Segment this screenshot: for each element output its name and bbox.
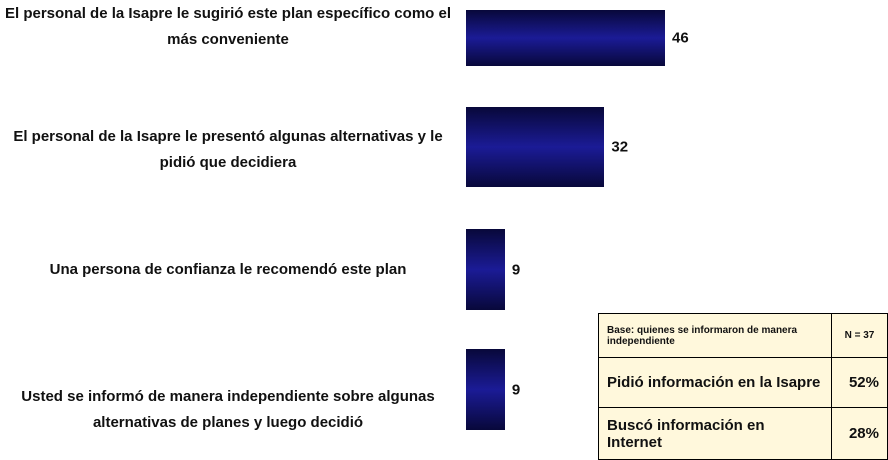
category-label: Usted se informó de manera independiente…: [21, 388, 435, 431]
info-table: Base: quienes se informaron de manera in…: [598, 313, 888, 460]
table-cell: Base: quienes se informaron de manera in…: [598, 313, 832, 358]
category-label: Una persona de confianza le recomendó es…: [49, 261, 407, 278]
table-cell: Buscó información en Internet: [598, 407, 832, 460]
table-cell: 28%: [831, 407, 888, 460]
value-label: 9: [511, 261, 521, 278]
table-cell: 52%: [831, 357, 888, 408]
value-label: 9: [511, 381, 521, 398]
value-label: 32: [611, 138, 629, 156]
bar: [466, 107, 605, 187]
table-cell: N = 37: [831, 313, 888, 358]
value-label: 46: [672, 29, 689, 47]
table-row: Buscó información en Internet 28%: [598, 407, 888, 460]
table-header: Base: quienes se informaron de manera in…: [598, 313, 888, 358]
table-row: Pidió información en la Isapre 52%: [598, 357, 888, 408]
category-label: El personal de la Isapre le sugirió este…: [5, 5, 451, 48]
table-cell: Pidió información en la Isapre: [598, 357, 832, 408]
bar: [466, 10, 665, 66]
category-label: El personal de la Isapre le presentó alg…: [13, 128, 443, 171]
bar: [466, 349, 505, 430]
bar: [466, 229, 505, 310]
